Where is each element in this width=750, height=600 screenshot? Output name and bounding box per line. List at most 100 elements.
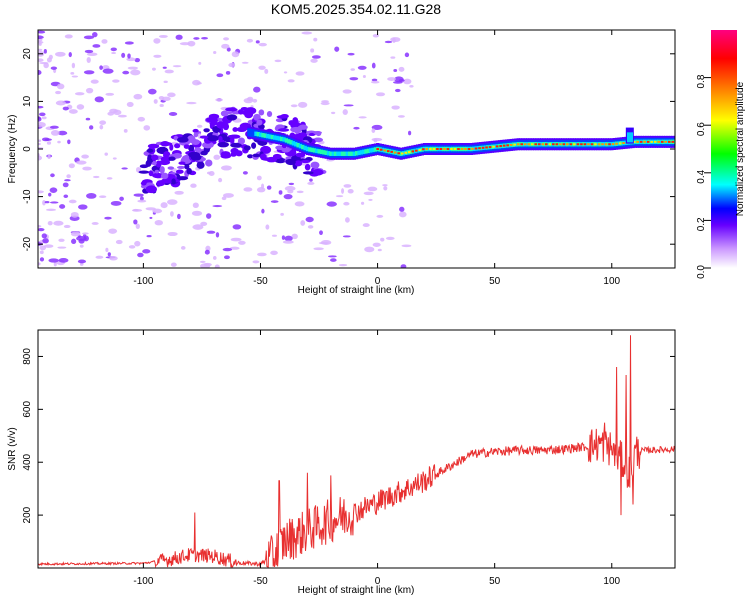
signal-cloud [302,171,314,175]
track-peak [400,152,404,155]
noise-speckle [199,263,211,268]
noise-speckle [392,81,403,84]
noise-speckle [230,237,242,242]
noise-speckle [223,37,230,41]
x-tick-label: 50 [489,276,501,287]
track-peak [450,148,453,150]
noise-speckle [38,262,41,266]
noise-speckle [59,204,66,209]
signal-cloud [243,145,251,151]
signal-cloud [168,156,176,161]
track-peak [604,143,608,146]
track-core [373,147,378,152]
snr-series [38,335,675,568]
noise-speckle [376,214,384,218]
noise-speckle [68,199,77,204]
colorbar-tick-label: 0.8 [696,74,707,88]
noise-speckle [66,174,71,179]
noise-speckle [311,55,321,59]
noise-speckle [345,217,350,223]
noise-speckle [408,130,412,136]
noise-speckle [212,205,223,208]
track-peak [397,152,401,155]
noise-speckle [90,79,99,84]
noise-speckle [133,193,144,197]
noise-speckle [284,235,293,242]
track-peak [590,143,594,146]
noise-speckle [320,239,332,246]
track-core [310,147,314,153]
track-core [268,134,272,139]
noise-speckle [38,227,45,232]
track-core [298,143,303,149]
track-peak [383,149,387,152]
noise-speckle [391,105,400,110]
noise-speckle [53,220,64,226]
noise-speckle [343,201,350,206]
noise-speckle [167,92,176,98]
x-tick-label: 100 [603,276,620,287]
noise-speckle [82,232,89,235]
noise-speckle [107,252,111,257]
noise-speckle [53,261,57,267]
noise-speckle [77,259,87,264]
signal-cloud [202,141,214,149]
track-peak [548,143,552,146]
signal-cloud [274,157,287,164]
track-peak [622,142,625,145]
noise-speckle [47,154,51,159]
noise-speckle [117,114,127,118]
signal-cloud [196,161,205,169]
track-peak [562,143,566,146]
noise-speckle [41,233,47,239]
track-peak [407,151,411,154]
noise-speckle [38,139,42,142]
track-peak [664,140,668,143]
track-peak [559,143,562,146]
noise-speckle [401,244,412,248]
noise-speckle [290,104,298,108]
track-peak [636,140,639,143]
noise-speckle [380,237,385,242]
noise-speckle [172,65,182,68]
noise-speckle [199,260,206,264]
track-peak [393,151,397,154]
noise-speckle [342,235,351,238]
noise-speckle [218,177,223,183]
signal-cloud [174,143,181,149]
noise-speckle [213,256,217,260]
noise-speckle [146,234,152,238]
track-core [347,151,352,156]
noise-speckle [101,39,108,44]
track-feature [626,132,633,143]
track-peak [446,148,450,150]
noise-speckle [377,248,382,252]
y-tick-label: 10 [22,95,33,107]
noise-speckle [38,35,44,40]
x-tick-label: -50 [253,276,268,287]
track-peak [376,148,379,150]
noise-speckle [63,194,69,198]
noise-speckle [38,142,42,146]
spectrogram-y-label: Frequency (Hz) [7,115,18,184]
x-tick-label: 100 [603,576,620,587]
noise-speckle [208,170,215,177]
noise-speckle [301,31,313,35]
noise-speckle [115,239,123,245]
noise-speckle [102,68,114,74]
spectrogram-x-ticks: -100 -50 0 50 100 [133,30,621,287]
signal-cloud [159,166,165,174]
track-peak [583,143,587,146]
noise-speckle [64,179,71,182]
track-core [355,151,359,156]
noise-speckle [91,222,99,225]
noise-speckle [307,181,315,185]
noise-speckle [310,58,318,63]
signal-cloud [176,165,186,169]
signal-cloud [230,142,242,148]
track-peak [537,143,541,146]
noise-speckle [67,139,71,145]
noise-speckle [313,37,318,42]
track-peak [650,140,653,143]
track-peak [485,146,488,149]
